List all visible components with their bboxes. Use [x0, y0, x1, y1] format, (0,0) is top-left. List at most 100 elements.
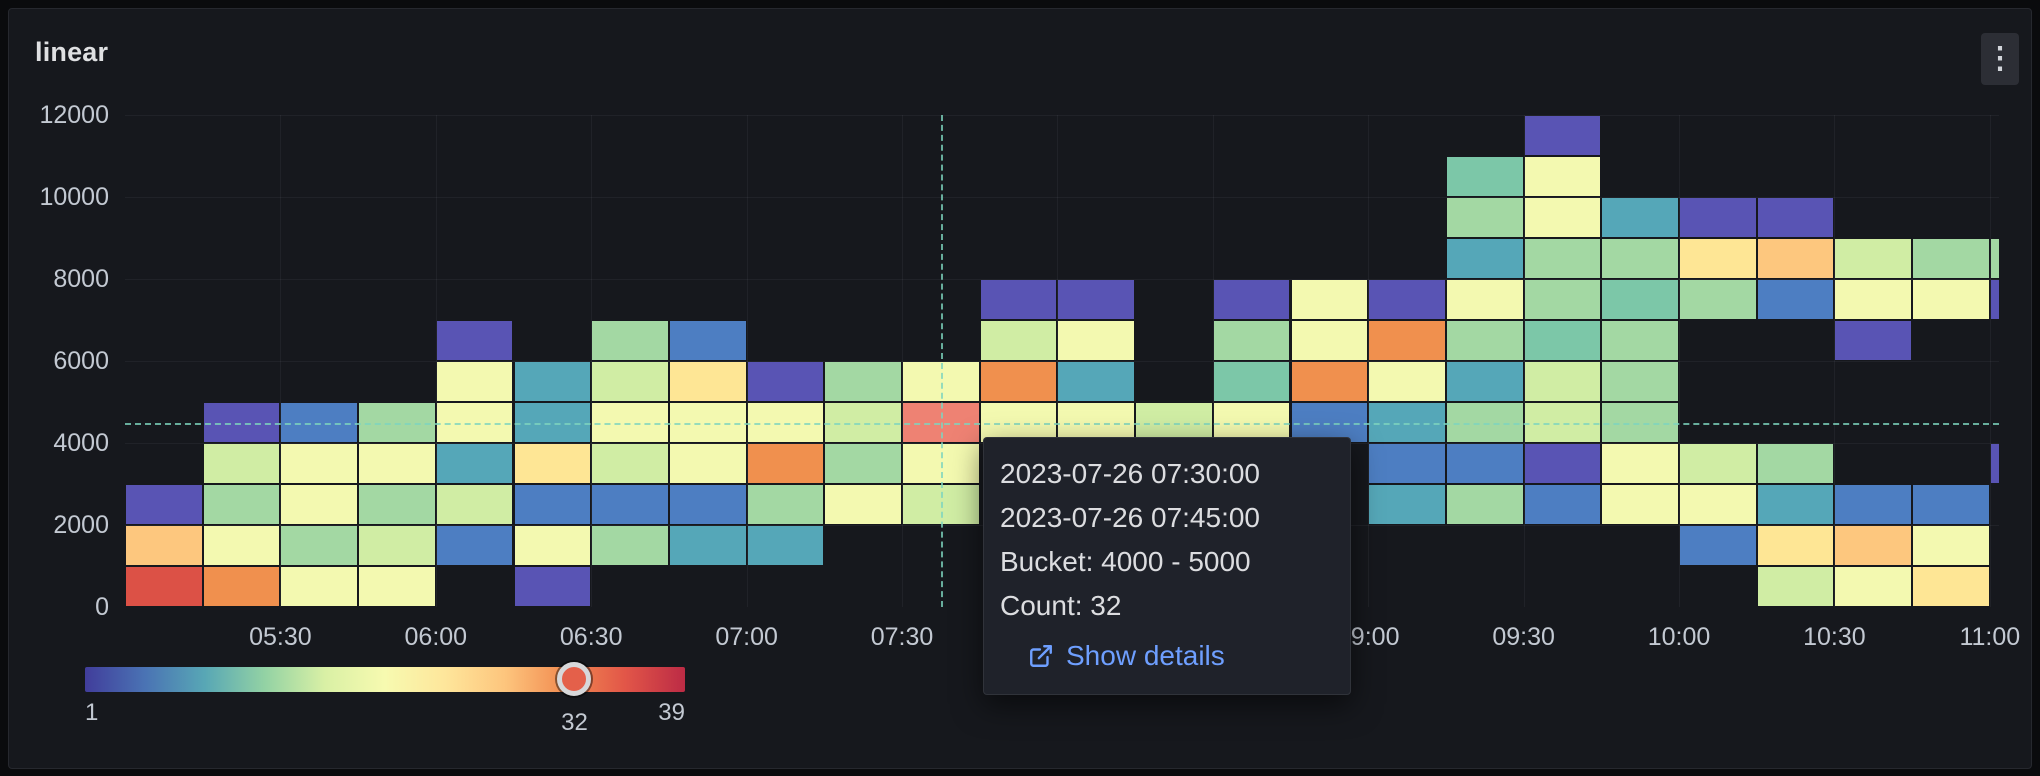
heatmap-cell[interactable] [1291, 321, 1368, 360]
heatmap-cell[interactable] [1213, 280, 1290, 319]
heatmap-cell[interactable] [669, 526, 746, 565]
heatmap-cell[interactable] [1524, 198, 1601, 237]
heatmap-cell[interactable] [980, 362, 1057, 401]
heatmap-cell[interactable] [281, 485, 358, 524]
heatmap-cell[interactable] [1913, 526, 1989, 565]
heatmap-cell[interactable] [1058, 280, 1135, 319]
heatmap-cell[interactable] [514, 485, 591, 524]
heatmap-cell[interactable] [281, 526, 358, 565]
heatmap-cell[interactable] [1602, 444, 1678, 483]
heatmap-cell[interactable] [1602, 362, 1678, 401]
heatmap-cell[interactable] [1913, 239, 1989, 278]
heatmap-cell[interactable] [1369, 280, 1445, 319]
heatmap-cell[interactable] [1680, 198, 1756, 237]
heatmap-cell[interactable] [1524, 321, 1601, 360]
heatmap-cell[interactable] [1369, 321, 1445, 360]
heatmap-cell[interactable] [1680, 280, 1756, 319]
heatmap-cell[interactable] [1058, 362, 1135, 401]
heatmap-cell[interactable] [1058, 321, 1135, 360]
heatmap-cell[interactable] [126, 526, 202, 565]
heatmap-cell[interactable] [359, 526, 435, 565]
heatmap-cell[interactable] [825, 485, 901, 524]
heatmap-cell[interactable] [1835, 485, 1912, 524]
panel-menu-button[interactable]: ⋮ [1981, 33, 2019, 85]
heatmap-cell[interactable] [1446, 321, 1523, 360]
heatmap-cell[interactable] [1213, 321, 1290, 360]
heatmap-cell[interactable] [1602, 485, 1678, 524]
heatmap-cell[interactable] [203, 567, 280, 606]
heatmap-cell[interactable] [1446, 485, 1523, 524]
heatmap-cell[interactable] [747, 362, 824, 401]
heatmap-cell[interactable] [592, 321, 668, 360]
heatmap-cell[interactable] [1524, 485, 1601, 524]
heatmap-cell[interactable] [1680, 239, 1756, 278]
heatmap-cell[interactable] [669, 321, 746, 360]
heatmap-cell[interactable] [1835, 280, 1912, 319]
heatmap-cell[interactable] [1524, 239, 1601, 278]
heatmap-cell[interactable] [980, 321, 1057, 360]
heatmap-cell[interactable] [1835, 239, 1912, 278]
heatmap-cell[interactable] [747, 526, 824, 565]
heatmap-cell[interactable] [1913, 280, 1989, 319]
heatmap-cell[interactable] [1757, 198, 1834, 237]
heatmap-cell[interactable] [436, 362, 513, 401]
heatmap-cell[interactable] [1913, 567, 1989, 606]
heatmap-cell[interactable] [747, 485, 824, 524]
heatmap-cell[interactable] [281, 444, 358, 483]
heatmap-cell[interactable] [669, 362, 746, 401]
heatmap-cell[interactable] [126, 567, 202, 606]
heatmap-cell[interactable] [1524, 362, 1601, 401]
heatmap-cell[interactable] [1291, 362, 1368, 401]
heatmap-cell[interactable] [1369, 362, 1445, 401]
heatmap-cell[interactable] [281, 567, 358, 606]
heatmap-cell[interactable] [203, 444, 280, 483]
heatmap-cell[interactable] [1757, 444, 1834, 483]
heatmap-cell[interactable] [1990, 444, 1999, 483]
heatmap-cell[interactable] [1446, 157, 1523, 196]
heatmap-cell[interactable] [1602, 239, 1678, 278]
heatmap-cell[interactable] [203, 485, 280, 524]
heatmap-cell[interactable] [592, 526, 668, 565]
heatmap-cell[interactable] [359, 444, 435, 483]
heatmap-plot[interactable] [125, 115, 1999, 607]
heatmap-cell[interactable] [1291, 280, 1368, 319]
heatmap-cell[interactable] [1835, 321, 1912, 360]
heatmap-cell[interactable] [1524, 280, 1601, 319]
heatmap-cell[interactable] [1446, 198, 1523, 237]
heatmap-cell[interactable] [359, 567, 435, 606]
heatmap-cell[interactable] [592, 362, 668, 401]
heatmap-cell[interactable] [1602, 280, 1678, 319]
heatmap-cell[interactable] [203, 526, 280, 565]
heatmap-cell[interactable] [1446, 444, 1523, 483]
heatmap-cell[interactable] [825, 362, 901, 401]
heatmap-cell[interactable] [436, 526, 513, 565]
heatmap-cell[interactable] [1680, 444, 1756, 483]
heatmap-cell[interactable] [1757, 526, 1834, 565]
heatmap-cell[interactable] [669, 444, 746, 483]
heatmap-cell[interactable] [592, 444, 668, 483]
heatmap-cell[interactable] [436, 444, 513, 483]
heatmap-cell[interactable] [1446, 280, 1523, 319]
heatmap-cell[interactable] [747, 444, 824, 483]
heatmap-cell[interactable] [514, 567, 591, 606]
heatmap-cell[interactable] [1446, 362, 1523, 401]
heatmap-cell[interactable] [1990, 280, 1999, 319]
heatmap-cell[interactable] [1680, 485, 1756, 524]
heatmap-cell[interactable] [980, 280, 1057, 319]
heatmap-cell[interactable] [1213, 362, 1290, 401]
heatmap-cell[interactable] [1757, 280, 1834, 319]
heatmap-cell[interactable] [1757, 485, 1834, 524]
heatmap-cell[interactable] [1757, 239, 1834, 278]
heatmap-cell[interactable] [1680, 526, 1756, 565]
heatmap-cell[interactable] [592, 485, 668, 524]
heatmap-cell[interactable] [669, 485, 746, 524]
heatmap-cell[interactable] [436, 321, 513, 360]
heatmap-cell[interactable] [1524, 116, 1601, 155]
heatmap-cell[interactable] [359, 485, 435, 524]
heatmap-cell[interactable] [126, 485, 202, 524]
heatmap-cell[interactable] [1446, 239, 1523, 278]
heatmap-cell[interactable] [1524, 444, 1601, 483]
heatmap-cell[interactable] [514, 526, 591, 565]
show-details-link[interactable]: Show details [1028, 636, 1332, 676]
heatmap-cell[interactable] [1602, 198, 1678, 237]
